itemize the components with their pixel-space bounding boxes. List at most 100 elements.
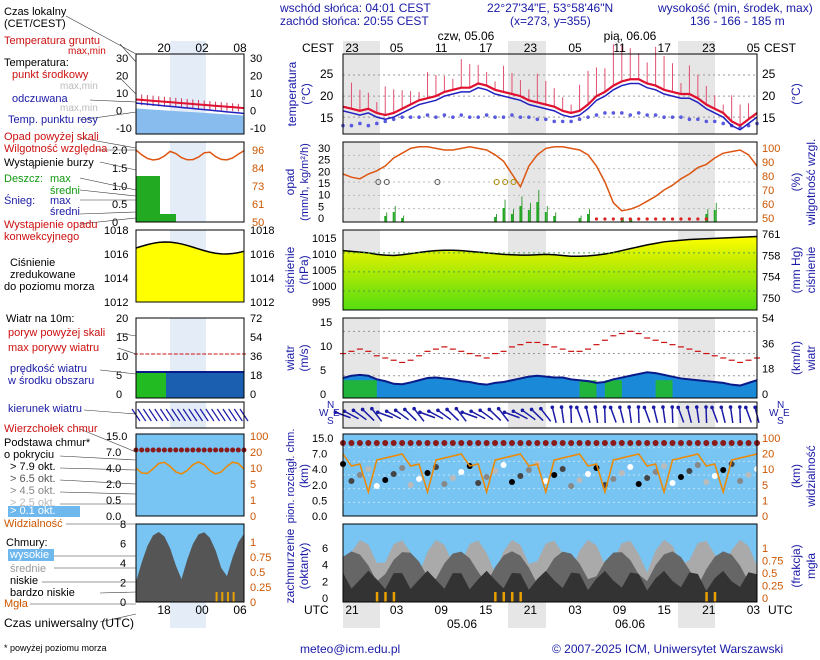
cloud-base-dot xyxy=(508,479,515,485)
left-wind-tick: 0 xyxy=(116,389,122,401)
okt-25-label: > 2.5 okt. xyxy=(10,497,56,509)
prec-tick: 25 xyxy=(318,155,330,167)
pressure-label-2: zredukowane xyxy=(10,269,76,281)
label-connector xyxy=(119,43,137,63)
cloud-base-dot xyxy=(618,470,625,476)
snow-label: Śnieg: xyxy=(4,195,36,207)
convective-dot xyxy=(637,217,641,221)
left-press-tick: 1016 xyxy=(104,249,128,261)
pressure-area xyxy=(343,236,757,310)
convective-dot xyxy=(654,217,658,221)
high-cloud-label: wysokie xyxy=(10,549,50,561)
cest-label-right: CEST xyxy=(764,41,797,55)
cloud-top-dot xyxy=(441,440,448,446)
compass-w: W xyxy=(319,408,329,419)
dew-point xyxy=(662,115,666,119)
vis-tick: 10 xyxy=(762,464,774,476)
wind-arrow-head xyxy=(642,405,647,410)
left-night-strip xyxy=(170,602,206,628)
wind-arrow xyxy=(470,410,486,420)
wind-arrow xyxy=(344,410,359,420)
wind-arrow xyxy=(729,406,734,424)
wind-strong-block xyxy=(604,380,622,398)
gust-max-label: max porywy wiatru xyxy=(8,342,100,354)
label-connector xyxy=(59,467,137,471)
wind-arrow xyxy=(446,408,460,422)
grid-text: (x=273, y=355) xyxy=(510,14,591,28)
left-cloud-top-dot xyxy=(196,447,202,453)
okt-79-label: > 7.9 okt. xyxy=(10,461,56,473)
precip-over-label: Opad powyżej skali xyxy=(4,131,99,143)
left-wind-tick-r: 36 xyxy=(250,351,262,363)
night-strip-bottom xyxy=(343,602,380,628)
left-wind-strong xyxy=(136,372,166,398)
cloud-base-dot xyxy=(745,472,752,478)
rain-bar xyxy=(401,218,404,222)
wind-arrow xyxy=(696,406,700,424)
night-strip-top xyxy=(678,41,715,54)
hum-tick: 70 xyxy=(762,185,774,197)
cloud-base-dot xyxy=(669,480,676,486)
left-fog-bar xyxy=(221,592,224,602)
left-panel-frame xyxy=(135,433,245,517)
wind-arrow xyxy=(720,407,726,423)
cloud-base-dot xyxy=(483,474,490,480)
wind-arrow xyxy=(479,409,494,421)
label-connector xyxy=(99,591,137,594)
hum-tick: 60 xyxy=(762,199,774,211)
dew-label: Temp. punktu rosy xyxy=(8,114,98,126)
clouds-label: Chmury: xyxy=(6,537,48,549)
dew-point xyxy=(569,119,573,124)
dew-point xyxy=(510,113,514,117)
wind-arrow-head xyxy=(454,406,459,411)
left-fog-bar xyxy=(215,592,218,602)
cloud-base-dot xyxy=(492,468,499,474)
wind-r-unit: (km/h) xyxy=(789,341,803,375)
hum-axis-label: wilgotność wzgl. xyxy=(804,139,818,227)
left-wind-arrow xyxy=(148,408,158,422)
fog-unit-label: (frakcja) xyxy=(789,544,803,587)
temp-left-tick: 15 xyxy=(320,111,334,125)
fog-bar xyxy=(713,592,717,602)
label-connector xyxy=(99,161,137,171)
dew-point xyxy=(712,119,717,124)
left-wind-arrow xyxy=(211,408,221,422)
left-cloud-top-dot xyxy=(230,447,236,453)
bottom-time-tick: 03 xyxy=(390,603,404,617)
fog-bar xyxy=(502,592,506,602)
wind-arrow xyxy=(609,407,617,423)
bottom-time-tick: 21 xyxy=(345,603,359,617)
sunset-text: zachód słońca: 20:55 CEST xyxy=(280,14,429,28)
fog-bar xyxy=(494,592,497,602)
wind-arrow-head xyxy=(418,410,422,415)
storm-circle xyxy=(510,179,517,185)
wind-arrow xyxy=(585,407,591,423)
cloud-top-dot xyxy=(618,440,625,446)
left-wind-tick: 15 xyxy=(116,332,128,344)
temp-mid-label: punkt środkowy xyxy=(12,69,89,81)
wind-arrow-head xyxy=(744,405,748,410)
wind-arrow xyxy=(531,408,544,422)
left-press-tick: 1014 xyxy=(104,273,128,285)
convective-dot xyxy=(645,217,649,221)
convective-label-2: konwekcyjnego xyxy=(4,231,80,243)
dew-point xyxy=(628,113,633,117)
wind-arrow-head xyxy=(559,405,564,409)
left-fog-tick: 0.25 xyxy=(250,582,271,594)
wind-arrow-head xyxy=(636,405,641,409)
left-temp-tick-r: 10 xyxy=(250,88,262,100)
compass-e: E xyxy=(333,408,340,419)
left-fog-tick: 0.75 xyxy=(250,552,271,564)
convective-dot xyxy=(704,217,708,221)
visibility-label: Widzialność xyxy=(4,518,63,530)
left-press-tick-r: 1016 xyxy=(250,249,274,261)
convective-dot xyxy=(620,217,624,221)
very-low-cloud-area xyxy=(343,570,757,602)
left-cloud-top-dot xyxy=(150,447,156,453)
wind-arrow-head xyxy=(719,405,724,410)
cloud-base-dot xyxy=(576,477,583,483)
cloud-base-dot xyxy=(627,464,634,470)
rain-bar xyxy=(578,218,581,222)
label-connector xyxy=(59,455,137,461)
wind-arrow xyxy=(513,410,528,420)
